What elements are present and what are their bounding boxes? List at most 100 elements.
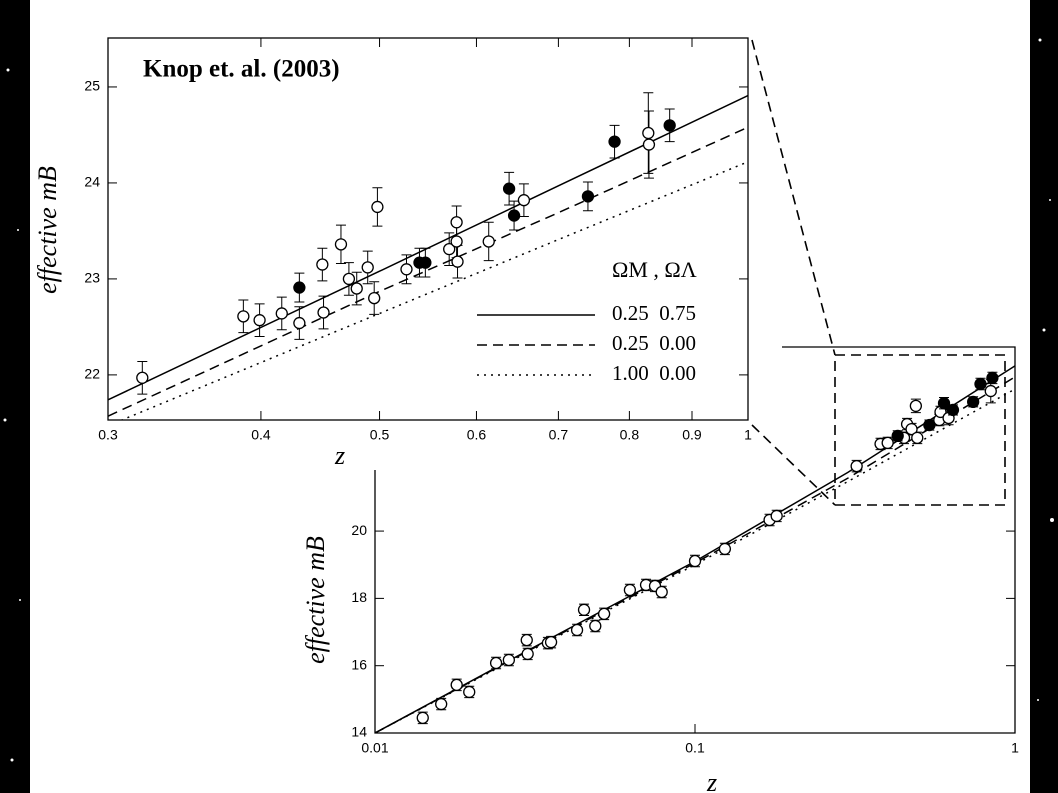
x-tick-label: 0.1 <box>685 740 705 756</box>
data-point <box>623 583 637 597</box>
legend-label: 1.00 0.00 <box>612 361 696 385</box>
data-point <box>642 126 655 140</box>
data-point <box>317 306 330 319</box>
y-tick-label: 20 <box>351 522 367 538</box>
model-line <box>108 126 748 417</box>
main-chart: 0.01 0.1 1 14 16 18 20 z effective mB <box>301 346 1019 793</box>
data-point <box>502 653 516 667</box>
data-point <box>237 310 250 323</box>
y-tick-label: 16 <box>351 656 367 672</box>
data-point <box>577 603 591 616</box>
data-point <box>937 397 951 410</box>
data-point <box>136 371 149 384</box>
stars <box>3 38 1054 762</box>
x-tick-label: 1 <box>744 427 752 443</box>
data-point <box>770 509 783 523</box>
plot-area <box>375 365 1015 733</box>
y-tick-label: 24 <box>84 174 100 190</box>
data-point <box>597 607 611 621</box>
x-tick-label: 0.8 <box>620 427 640 443</box>
plot-area <box>108 92 748 420</box>
data-point <box>361 261 374 274</box>
data-point <box>293 281 306 294</box>
inset-chart: 0.3 0.4 0.5 0.6 0.7 0.8 0.9 1 22 23 24 25 z effective… <box>33 37 752 470</box>
y-tick-label: 22 <box>84 366 100 382</box>
legend-title: ΩM , ΩΛ <box>612 257 697 282</box>
data-point <box>923 418 936 432</box>
data-point <box>450 678 463 692</box>
model-line <box>119 161 748 420</box>
x-tick-label: 1 <box>1011 740 1019 756</box>
x-axis-label: z <box>706 768 717 793</box>
data-point <box>450 216 463 229</box>
data-point <box>419 256 432 269</box>
data-point <box>416 711 429 725</box>
y-tick-label: 25 <box>84 78 100 94</box>
data-point <box>517 194 531 207</box>
plot-frame <box>107 37 749 421</box>
x-tick-label: 0.01 <box>361 740 388 756</box>
data-point <box>521 647 534 661</box>
data-point <box>589 619 602 633</box>
data-point <box>451 255 464 268</box>
data-point <box>253 314 266 327</box>
data-point <box>293 316 306 330</box>
legend-label: 0.25 0.75 <box>612 301 696 325</box>
data-point <box>946 403 960 417</box>
data-point <box>608 135 621 148</box>
data-point <box>967 395 980 409</box>
data-point <box>334 238 348 251</box>
data-point <box>316 258 329 271</box>
y-axis-label: effective mB <box>33 166 62 294</box>
data-point <box>342 272 356 286</box>
x-tick-label: 0.5 <box>370 427 390 443</box>
data-point <box>909 399 923 413</box>
zoom-indicator <box>751 39 1006 506</box>
data-point <box>275 307 288 320</box>
annotation: Knop et. al. (2003) <box>143 56 340 83</box>
data-point <box>911 431 924 445</box>
data-point <box>905 422 918 436</box>
data-point <box>443 243 456 256</box>
data-point <box>881 436 894 450</box>
y-tick-label: 23 <box>84 270 100 286</box>
data-point <box>502 182 516 195</box>
x-tick-label: 0.7 <box>549 427 569 443</box>
y-tick-label: 18 <box>351 589 367 605</box>
data-point <box>400 263 413 276</box>
data-point <box>688 554 702 568</box>
data-point <box>371 200 384 214</box>
data-point <box>984 384 997 398</box>
data-point <box>850 459 863 473</box>
inset-background <box>30 0 782 470</box>
y-axis-label: effective mB <box>301 536 330 664</box>
model-line <box>375 376 1015 733</box>
data-point <box>570 623 584 637</box>
data-point <box>507 209 521 222</box>
data-point <box>482 235 495 248</box>
data-point <box>891 429 904 442</box>
data-point <box>520 633 533 647</box>
x-tick-label: 0.4 <box>251 427 271 443</box>
data-point <box>642 138 656 151</box>
data-point <box>581 190 595 203</box>
data-point <box>463 685 476 699</box>
legend-label: 0.25 0.00 <box>612 331 696 355</box>
data-point <box>663 119 676 132</box>
data-point <box>544 635 558 649</box>
data-point <box>655 585 668 599</box>
data-point <box>350 282 363 295</box>
data-point <box>986 371 999 385</box>
x-tick-label: 0.3 <box>98 427 118 443</box>
data-point <box>489 656 503 670</box>
x-tick-label: 0.6 <box>467 427 487 443</box>
data-point <box>450 235 463 248</box>
data-point <box>718 542 732 556</box>
y-tick-label: 14 <box>351 724 367 740</box>
x-tick-label: 0.9 <box>682 427 702 443</box>
data-point <box>368 291 381 305</box>
data-point <box>435 697 448 711</box>
x-axis-label: z <box>334 441 345 470</box>
data-point <box>974 377 987 391</box>
